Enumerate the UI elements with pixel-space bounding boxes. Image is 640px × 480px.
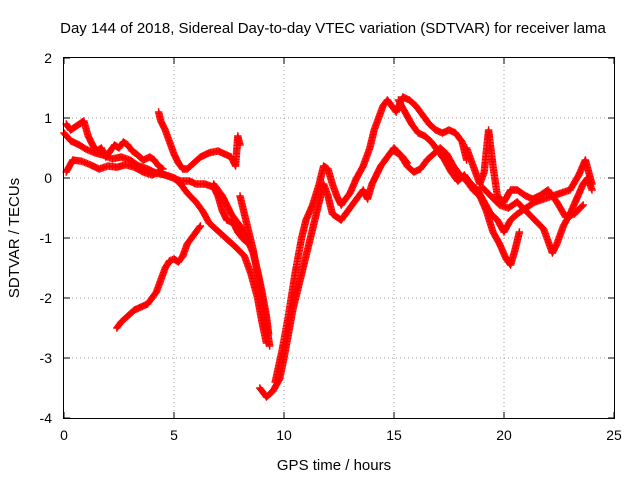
y-tick-label: -3	[40, 350, 53, 366]
data-point	[159, 165, 167, 173]
series-track-f	[236, 192, 274, 350]
series-track-l	[394, 96, 596, 236]
data-point	[588, 180, 596, 188]
y-tick-label: -2	[40, 290, 53, 306]
data-points	[60, 93, 596, 401]
grid	[64, 58, 614, 418]
x-tick-label: 10	[276, 427, 292, 443]
chart-title: Day 144 of 2018, Sidereal Day-to-day VTE…	[60, 20, 606, 37]
x-tick-label: 0	[60, 427, 68, 443]
data-point	[578, 202, 586, 210]
x-tick-label: 15	[386, 427, 402, 443]
data-point	[266, 342, 274, 350]
y-tick-label: 2	[44, 50, 52, 66]
x-tick-label: 5	[170, 427, 178, 443]
series-track-h	[271, 93, 471, 386]
x-axis-label: GPS time / hours	[277, 457, 391, 474]
data-point	[158, 164, 166, 172]
y-tick-label: 1	[44, 110, 52, 126]
y-tick-label: 0	[44, 170, 52, 186]
plot-frame	[63, 57, 615, 419]
y-axis-label: SDTVAR / TECUs	[6, 178, 23, 298]
x-tick-label: 25	[606, 427, 622, 443]
series-track-c	[113, 222, 205, 332]
series-track-d	[154, 108, 244, 173]
data-point	[579, 201, 587, 209]
x-tick-label: 20	[496, 427, 512, 443]
data-point	[515, 228, 524, 236]
data-point	[195, 223, 204, 231]
axis-ticks: 0 5 10 15 20 25 -4 -3 -2 -1 0 1 2	[40, 50, 622, 443]
y-tick-label: -1	[40, 230, 53, 246]
data-point	[196, 222, 205, 230]
data-point	[236, 141, 244, 149]
data-point	[588, 186, 596, 194]
series-track-m	[62, 117, 167, 173]
y-tick-label: -4	[40, 410, 53, 426]
series-track-k	[478, 174, 596, 257]
